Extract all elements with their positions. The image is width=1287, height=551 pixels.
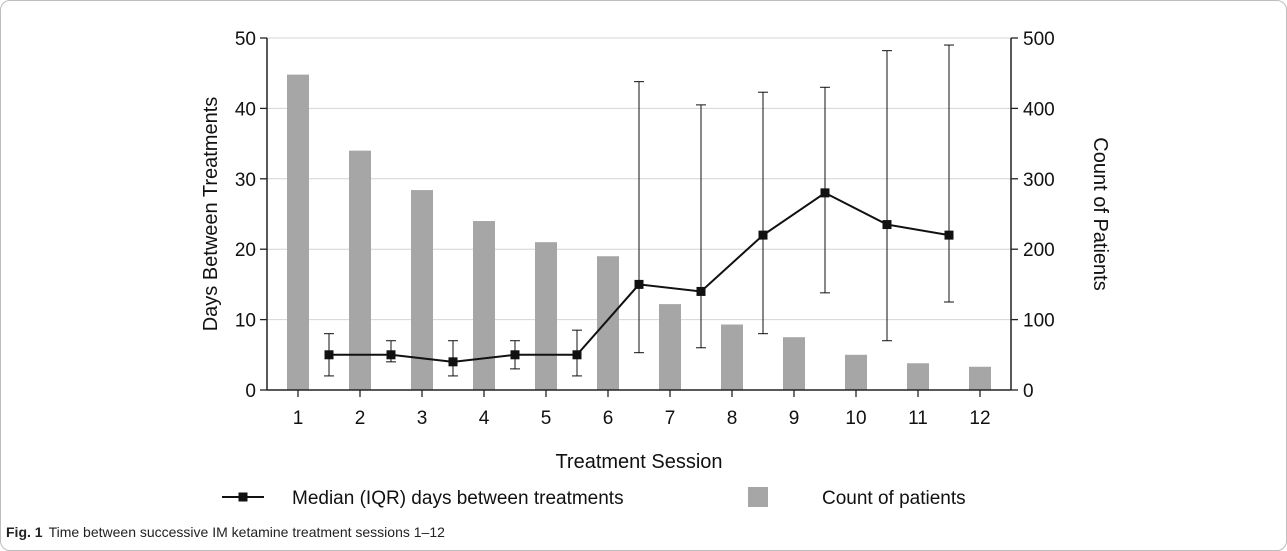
median-point xyxy=(386,350,396,360)
x-tick-label: 4 xyxy=(479,408,490,429)
median-point xyxy=(882,220,892,230)
y-right-axis-title: Count of Patients xyxy=(1089,137,1111,290)
median-point xyxy=(324,350,334,360)
axes xyxy=(260,37,1018,397)
y-right-tick-label: 200 xyxy=(1023,240,1055,261)
count-bar xyxy=(659,304,681,390)
y-left-axis-title: Days Between Treatments xyxy=(200,97,222,332)
y-right-tick-label: 0 xyxy=(1023,381,1034,402)
x-tick-label: 9 xyxy=(789,408,800,429)
count-bar xyxy=(969,366,991,390)
count-bar xyxy=(535,242,557,390)
y-right-tick-label: 300 xyxy=(1023,170,1055,191)
x-tick-label: 2 xyxy=(355,408,366,429)
x-tick-label: 7 xyxy=(665,408,676,429)
x-tick-label: 10 xyxy=(845,408,866,429)
y-left-tick-label: 20 xyxy=(235,240,256,261)
y-left-tick-label: 40 xyxy=(235,99,256,120)
median-point xyxy=(820,188,830,198)
legend: Median (IQR) days between treatments Coun… xyxy=(222,487,966,509)
count-bar xyxy=(287,74,309,390)
x-axis-title: Treatment Session xyxy=(555,451,722,473)
median-line xyxy=(324,44,954,377)
median-point xyxy=(510,350,520,360)
median-point xyxy=(634,279,644,289)
median-point xyxy=(758,230,768,240)
x-tick-label: 1 xyxy=(293,408,304,429)
y-left-tick-label: 10 xyxy=(235,311,256,332)
legend-bar-label: Count of patients xyxy=(822,488,966,509)
median-point xyxy=(572,350,582,360)
count-bar xyxy=(845,354,867,390)
caption-label: Fig. 1 xyxy=(6,524,43,540)
x-tick-label: 12 xyxy=(969,408,990,429)
count-bar xyxy=(349,150,371,390)
count-bar xyxy=(783,337,805,390)
caption-text: Time between successive IM ketamine trea… xyxy=(48,524,445,540)
legend-line-label: Median (IQR) days between treatments xyxy=(292,488,624,509)
count-bar xyxy=(907,363,929,390)
x-tick-label: 8 xyxy=(727,408,738,429)
y-right-tick-label: 100 xyxy=(1023,311,1055,332)
y-left-tick-label: 30 xyxy=(235,170,256,191)
median-point xyxy=(696,286,706,296)
x-tick-label: 5 xyxy=(541,408,552,429)
count-bar xyxy=(721,324,743,390)
y-right-tick-label: 500 xyxy=(1023,29,1055,50)
x-tick-label: 11 xyxy=(908,408,928,429)
y-left-tick-label: 0 xyxy=(245,381,256,402)
count-bar xyxy=(411,190,433,390)
legend-bar-swatch xyxy=(748,487,768,507)
x-tick-label: 3 xyxy=(417,408,428,429)
y-right-tick-label: 400 xyxy=(1023,99,1055,120)
count-bars xyxy=(287,74,991,390)
figure-caption: Fig. 1 Time between successive IM ketamin… xyxy=(6,524,445,540)
x-tick-label: 6 xyxy=(603,408,614,429)
y-left-tick-label: 50 xyxy=(235,29,256,50)
count-bar xyxy=(473,221,495,390)
legend-line-marker xyxy=(238,492,248,502)
median-point xyxy=(448,357,458,367)
count-bar xyxy=(597,256,619,390)
median-point xyxy=(944,230,954,240)
